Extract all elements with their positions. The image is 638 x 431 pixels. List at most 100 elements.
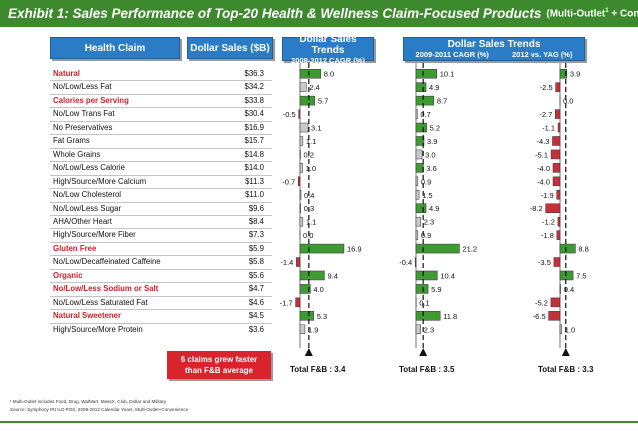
bar-value-label: 2.3 <box>424 218 434 227</box>
dollar-sales-value: $7.3 <box>248 230 264 240</box>
bar-value-label: 0.9 <box>421 231 431 240</box>
table-row: High/Source/More Fiber $7.3 <box>50 228 272 241</box>
average-marker <box>304 348 313 356</box>
claim-label: High/Source/More Fiber <box>53 230 136 240</box>
bar <box>414 257 417 267</box>
bar-value-label: 3.0 <box>425 150 435 159</box>
header-health-claim: Health Claim <box>50 37 180 59</box>
bar <box>548 311 561 321</box>
bar <box>559 68 568 79</box>
claim-label: No/Low Trans Fat <box>53 109 115 119</box>
bar-value-label: -3.5 <box>538 258 551 267</box>
total-fb-panel3: Total F&B : 3.3 <box>538 365 594 374</box>
dollar-sales-value: $3.6 <box>248 324 264 334</box>
bar <box>557 122 561 133</box>
dollar-sales-value: $30.4 <box>244 109 264 119</box>
bar <box>299 122 309 133</box>
bar <box>299 190 302 200</box>
bottom-rule <box>0 421 638 423</box>
dollar-sales-value: $5.8 <box>248 257 264 267</box>
bar <box>299 311 315 321</box>
bar-value-label: 4.9 <box>429 83 439 92</box>
bar <box>299 270 325 281</box>
bar-value-label: 8.0 <box>324 70 334 79</box>
bar-value-label: 0.9 <box>421 177 431 186</box>
table-row: No/Low/Less Saturated Fat $4.6 <box>50 296 272 309</box>
bar <box>415 95 435 106</box>
average-marker <box>419 348 428 356</box>
header-dollar-sales: Dollar Sales ($B) <box>187 37 273 59</box>
bar-value-label: 1.5 <box>422 191 432 200</box>
bar-value-label: -1.9 <box>541 191 554 200</box>
bar <box>299 324 306 335</box>
row-separator <box>50 268 272 270</box>
row-separator <box>50 147 272 149</box>
row-separator <box>50 241 272 243</box>
row-separator <box>50 255 272 257</box>
bar <box>295 297 301 308</box>
bar-value-label: 4.9 <box>429 204 439 213</box>
callout-box: 6 claims grew faster than F&B average <box>167 351 271 379</box>
table-row: Gluten Free $5.9 <box>50 242 272 255</box>
bar-value-label: -2.7 <box>539 110 552 119</box>
bar-value-label: 1.9 <box>308 325 318 334</box>
bar <box>299 136 304 146</box>
claim-label: No/Low/Less Saturated Fat <box>53 297 148 307</box>
dollar-sales-value: $33.8 <box>244 95 264 105</box>
bar <box>299 203 302 213</box>
bar-value-label: 3.9 <box>427 137 437 146</box>
dollar-sales-value: $5.9 <box>248 243 264 253</box>
table-row: AHA/Other Heart $8.4 <box>50 215 272 228</box>
dollar-sales-value: $4.7 <box>248 284 264 294</box>
bar <box>550 149 561 160</box>
claim-label: Gluten Free <box>53 243 97 253</box>
claim-label: Whole Grains <box>53 149 101 159</box>
bar <box>550 297 561 308</box>
bar-value-label: -1.4 <box>280 258 293 267</box>
bar <box>552 136 561 146</box>
bar <box>552 163 561 173</box>
row-separator <box>50 134 272 136</box>
bar <box>415 68 437 79</box>
bar-value-label: -6.5 <box>533 312 546 321</box>
table-row: Organic $5.6 <box>50 269 272 282</box>
row-separator <box>50 120 272 122</box>
claim-label: No/Low/Less Sodium or Salt <box>53 284 159 294</box>
bar-value-label: 0.1 <box>419 298 429 307</box>
bar-value-label: 2.3 <box>424 325 434 334</box>
bar <box>299 163 303 173</box>
bar-value-label: 0.0 <box>303 231 313 240</box>
row-separator <box>50 93 272 95</box>
bar-value-label: 5.2 <box>430 124 440 133</box>
bar <box>415 216 421 227</box>
bar <box>415 311 441 321</box>
row-separator <box>50 282 272 284</box>
table-row: No/Low/Less Calorie $14.0 <box>50 161 272 174</box>
bar-value-label: 5.7 <box>318 97 328 106</box>
bar <box>299 95 316 106</box>
bar <box>415 190 420 200</box>
bar-value-label: 1.1 <box>306 218 316 227</box>
bar-value-label: -4.0 <box>537 177 550 186</box>
bar-value-label: 0.4 <box>564 285 574 294</box>
bar <box>415 324 421 335</box>
bar <box>415 109 418 119</box>
bar-value-label: -1.1 <box>542 124 555 133</box>
bar-value-label: 4.0 <box>313 285 323 294</box>
bar-value-label: 7.5 <box>576 271 586 280</box>
header-panel1: Dollar Sales Trends 2009-2012 CAGR (%) <box>282 34 374 65</box>
table-row: Calories per Serving $33.8 <box>50 94 272 107</box>
table-row: Natural Sweetener $4.5 <box>50 309 272 322</box>
bar <box>299 216 304 227</box>
bar-value-label: 10.1 <box>440 70 455 79</box>
dollar-sales-value: $9.6 <box>248 203 264 213</box>
bar-value-label: 1.0 <box>306 164 316 173</box>
dollar-sales-value: $4.5 <box>248 311 264 321</box>
row-separator <box>50 295 272 297</box>
claim-label: Natural <box>53 69 80 78</box>
total-fb-panel1: Total F&B : 3.4 <box>290 365 346 374</box>
table-row: No/Low/Decaffeinated Caffeine $5.8 <box>50 255 272 268</box>
dollar-sales-value: $15.7 <box>244 136 264 146</box>
claim-label: No/Low/Less Fat <box>53 82 112 92</box>
table-row: High/Source/More Protein $3.6 <box>50 323 272 336</box>
